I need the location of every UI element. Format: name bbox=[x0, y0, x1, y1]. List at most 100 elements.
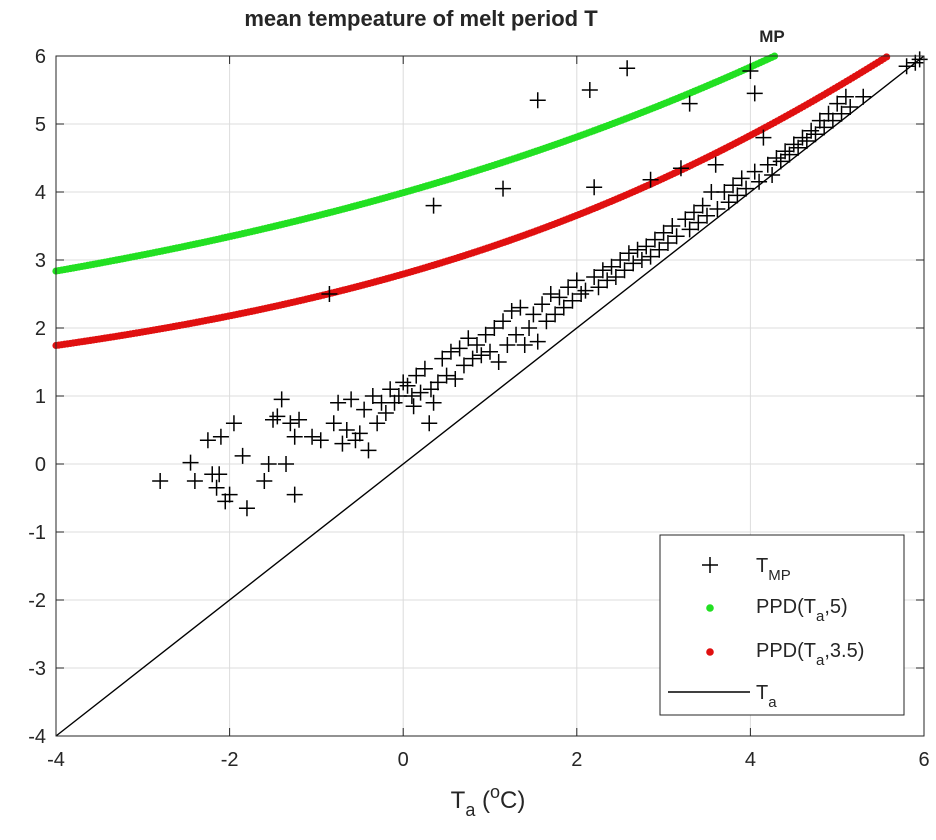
y-tick-label: 3 bbox=[35, 250, 46, 272]
tmp-point bbox=[412, 384, 429, 401]
tmp-point bbox=[911, 51, 928, 68]
tmp-point bbox=[768, 150, 785, 166]
tmp-point bbox=[464, 350, 481, 367]
tmp-point bbox=[347, 432, 364, 449]
tmp-point bbox=[833, 105, 850, 122]
legend-item-ppd5: PPD(Ta,5) bbox=[706, 596, 848, 625]
tmp-point bbox=[564, 292, 581, 309]
legend-item-ppd35: PPD(Ta,3.5) bbox=[706, 640, 864, 669]
y-tick-label: -3 bbox=[28, 658, 46, 680]
legend-item-tmp: TMP bbox=[702, 555, 791, 584]
tmp-point bbox=[386, 394, 403, 411]
tmp-point bbox=[425, 197, 442, 214]
tmp-point bbox=[577, 282, 594, 299]
tmp-point bbox=[499, 337, 516, 353]
x-axis-label-rest2: C) bbox=[500, 787, 525, 814]
legend-label: TMP bbox=[756, 555, 791, 584]
y-tick-label: -1 bbox=[28, 522, 46, 544]
tmp-point bbox=[751, 173, 768, 190]
tmp-point bbox=[221, 486, 238, 503]
tmp-point bbox=[199, 432, 216, 449]
ppd35-point bbox=[882, 53, 891, 61]
tmp-point bbox=[816, 119, 833, 136]
tmp-point bbox=[794, 129, 811, 146]
tmp-point bbox=[343, 391, 360, 408]
tmp-point bbox=[803, 122, 820, 139]
tmp-point bbox=[447, 371, 464, 387]
tmp-point bbox=[725, 177, 742, 194]
tmp-point bbox=[382, 381, 399, 398]
tmp-point bbox=[738, 180, 755, 197]
tmp-point bbox=[709, 201, 726, 217]
tmp-point bbox=[364, 388, 381, 404]
legend-label-base: T bbox=[756, 555, 768, 577]
legend-marker-plus bbox=[702, 557, 718, 573]
tmp-point bbox=[655, 224, 672, 241]
tmp-point bbox=[265, 411, 281, 428]
x-axis-label-sub: a bbox=[465, 800, 476, 820]
tmp-point bbox=[325, 415, 342, 432]
series-ppd35 bbox=[52, 53, 891, 350]
tmp-point bbox=[534, 296, 551, 313]
tmp-point bbox=[225, 415, 242, 432]
tmp-point bbox=[377, 405, 394, 421]
tmp-point bbox=[434, 350, 451, 367]
tmp-point bbox=[551, 289, 568, 306]
tmp-point bbox=[360, 442, 377, 459]
legend-label: Ta bbox=[756, 682, 777, 711]
tmp-point bbox=[672, 160, 689, 177]
tmp-point bbox=[785, 136, 802, 153]
tmp-point bbox=[525, 306, 542, 323]
tmp-point bbox=[260, 456, 277, 472]
tmp-point bbox=[273, 391, 290, 408]
chart-title-subscript: MP bbox=[759, 27, 785, 46]
tmp-point bbox=[620, 245, 637, 262]
tmp-point bbox=[516, 337, 533, 353]
tmp-point bbox=[907, 54, 924, 71]
tmp-point bbox=[460, 330, 477, 347]
tmp-point bbox=[581, 82, 598, 98]
legend-label-sub: MP bbox=[768, 567, 791, 584]
tmp-point bbox=[707, 156, 724, 173]
tmp-point bbox=[729, 187, 746, 204]
tmp-point bbox=[521, 320, 538, 336]
tmp-point bbox=[234, 447, 251, 464]
tmp-point bbox=[321, 286, 338, 302]
tmp-point bbox=[586, 269, 603, 285]
tmp-point bbox=[837, 88, 854, 105]
tmp-point bbox=[495, 180, 512, 197]
y-tick-label: -2 bbox=[28, 590, 46, 612]
tmp-point bbox=[668, 228, 685, 245]
tmp-point bbox=[742, 62, 759, 79]
tmp-point bbox=[212, 428, 229, 445]
tmp-point bbox=[855, 88, 872, 105]
tmp-point bbox=[369, 415, 386, 432]
legend-label-sub: a bbox=[816, 652, 825, 669]
ta-line bbox=[55, 55, 925, 737]
legend-marker-dot bbox=[706, 604, 714, 612]
tmp-point bbox=[694, 197, 711, 214]
tmp-point bbox=[508, 326, 525, 343]
tmp-point bbox=[677, 211, 694, 228]
x-tick-label: 0 bbox=[398, 749, 409, 771]
tmp-point bbox=[429, 374, 446, 391]
tmp-point bbox=[529, 92, 546, 109]
tmp-point bbox=[685, 204, 702, 221]
legend-item-ta: Ta bbox=[668, 682, 777, 711]
tmp-point bbox=[625, 255, 642, 272]
tmp-point bbox=[495, 313, 512, 330]
tmp-point bbox=[455, 357, 472, 374]
tmp-point bbox=[699, 207, 715, 224]
tmp-point bbox=[438, 367, 455, 384]
legend-box bbox=[659, 534, 905, 716]
tmp-point bbox=[586, 179, 603, 196]
tmp-point bbox=[681, 95, 698, 112]
tmp-point bbox=[733, 170, 750, 187]
tmp-point bbox=[425, 394, 442, 411]
tmp-point bbox=[607, 269, 624, 285]
legend-label: PPD(Ta,3.5) bbox=[756, 640, 864, 669]
x-tick-label: 6 bbox=[918, 749, 929, 771]
series-ppd5 bbox=[52, 52, 779, 275]
tmp-point bbox=[720, 194, 737, 211]
tmp-point bbox=[399, 377, 416, 394]
